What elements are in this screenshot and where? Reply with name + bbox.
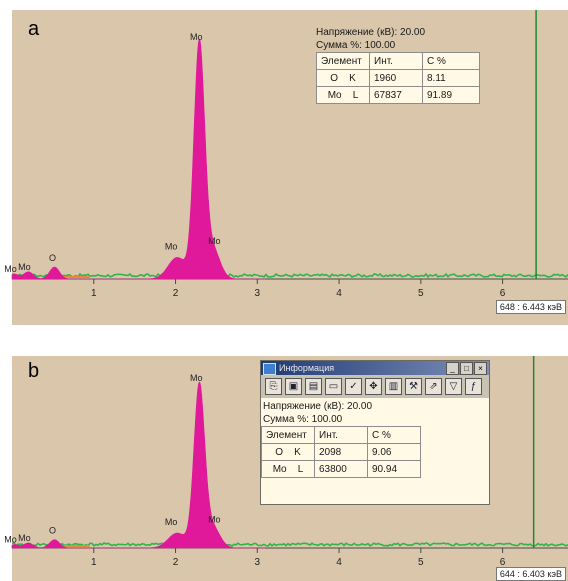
x-tick-label: 6 [500,288,506,299]
peak-area [11,381,266,549]
info-window[interactable]: Информация _ □ × ⎘ ▣ ▤ ▭ ✓ ✥ ▥ ⚒ ⇗ ▽ ƒ Н… [260,360,490,505]
x-tick-label: 5 [418,288,424,299]
header-concentration: С % [422,52,480,70]
element-cell: Mo L [261,460,315,478]
peak-area [11,38,266,280]
concentration-cell: 91.89 [422,86,480,104]
concentration-cell: 90.94 [367,460,421,478]
move-icon[interactable]: ✥ [365,378,382,395]
sum-text: Сумма %: 100.00 [316,40,396,51]
element-cell: O K [261,443,315,461]
formula-icon[interactable]: ƒ [465,378,482,395]
window-controls: _ □ × [446,362,487,375]
peak-label: Mo [165,241,178,251]
panel-label-b: b [28,360,40,382]
background-spectrum-line [11,272,568,279]
peak-label: Mo [4,264,17,274]
peak-label: O [49,253,56,263]
element-line: K [294,446,301,458]
peak-label: Mo [18,262,31,272]
x-tick-label: 4 [336,557,342,568]
book-icon[interactable]: ▥ [385,378,402,395]
x-tick-label: 2 [173,288,179,299]
x-tick-label: 4 [336,288,342,299]
cursor-readout: 644 : 6.403 кэВ [495,567,566,581]
element-symbol: O [330,72,338,84]
export-icon[interactable]: ⇗ [425,378,442,395]
cursor-readout: 648 : 6.443 кэВ [495,300,566,314]
peak-label: Mo [190,373,203,383]
element-line: L [352,89,359,101]
peak-label: O [49,526,56,536]
results-box-a: Напряжение (кВ): 20.00 Сумма %: 100.00 Э… [316,26,480,104]
table-row: Mo L 63800 90.94 [261,460,421,478]
x-tick-label: 3 [255,557,261,568]
save-icon[interactable]: ▣ [285,378,302,395]
results-box-b: Напряжение (кВ): 20.00 Сумма %: 100.00 Э… [261,398,489,504]
element-cell: Mo L [316,86,370,104]
info-window-titlebar[interactable]: Информация _ □ × [261,361,489,375]
sum-text: Сумма %: 100.00 [263,414,343,425]
voltage-text: Напряжение (кВ): 20.00 [263,401,373,412]
maximize-icon[interactable]: □ [460,362,473,375]
element-cell: O K [316,69,370,87]
minimize-icon[interactable]: _ [446,362,459,375]
peak-label: Mo [208,236,221,246]
window-app-icon [263,363,276,375]
spectrum-panel-a: a Mo Mo Mo O Mo Mo 1 2 3 4 5 6 Напряжение (кВ): 20.… [4,10,568,325]
x-tick-label: 6 [500,557,506,568]
document-icon[interactable]: ▭ [325,378,342,395]
intensity-cell: 1960 [369,69,423,87]
x-tick-label: 1 [91,288,97,299]
peak-label: Mo [4,535,17,545]
peak-label: Mo [165,517,178,527]
info-window-title: Информация [279,363,335,373]
header-concentration: С % [367,426,421,444]
results-table: Элемент Инт. С % O K 2098 9.06 Mo L 6380… [261,426,421,478]
x-tick-label: 3 [255,288,261,299]
table-header-row: Элемент Инт. С % [261,426,421,444]
close-icon[interactable]: × [474,362,487,375]
tools-icon[interactable]: ⚒ [405,378,422,395]
header-intensity: Инт. [369,52,423,70]
results-table: Элемент Инт. С % O K 1960 8.11 Mo L 6783… [316,52,480,104]
panel-label-a: a [28,18,40,40]
element-line: K [349,72,356,84]
intensity-cell: 67837 [369,86,423,104]
filter-icon[interactable]: ▽ [445,378,462,395]
spectrum-panel-b: b Mo Mo Mo O Mo Mo 1 2 3 4 5 6 Информация _ □ × ⎘ ▣… [4,356,568,581]
element-symbol: Mo [272,463,287,475]
header-element: Элемент [316,52,370,70]
table-header-row: Элемент Инт. С % [316,52,480,70]
info-toolbar: ⎘ ▣ ▤ ▭ ✓ ✥ ▥ ⚒ ⇗ ▽ ƒ [261,375,489,398]
voltage-text: Напряжение (кВ): 20.00 [316,27,426,38]
peak-label: Mo [18,533,31,543]
intensity-cell: 2098 [314,443,368,461]
table-row: O K 1960 8.11 [316,69,480,87]
element-line: L [297,463,304,475]
x-tick-label: 2 [173,557,179,568]
copy-icon[interactable]: ⎘ [265,378,282,395]
peak-label: Mo [190,32,203,42]
check-icon[interactable]: ✓ [345,378,362,395]
intensity-cell: 63800 [314,460,368,478]
header-element: Элемент [261,426,315,444]
x-tick-label: 1 [91,557,97,568]
header-intensity: Инт. [314,426,368,444]
table-row: O K 2098 9.06 [261,443,421,461]
print-icon[interactable]: ▤ [305,378,322,395]
element-symbol: Mo [327,89,342,101]
table-row: Mo L 67837 91.89 [316,86,480,104]
concentration-cell: 8.11 [422,69,480,87]
background-spectrum-line [11,542,568,547]
peak-label: Mo [208,514,221,524]
concentration-cell: 9.06 [367,443,421,461]
element-symbol: O [275,446,283,458]
x-tick-label: 5 [418,557,424,568]
